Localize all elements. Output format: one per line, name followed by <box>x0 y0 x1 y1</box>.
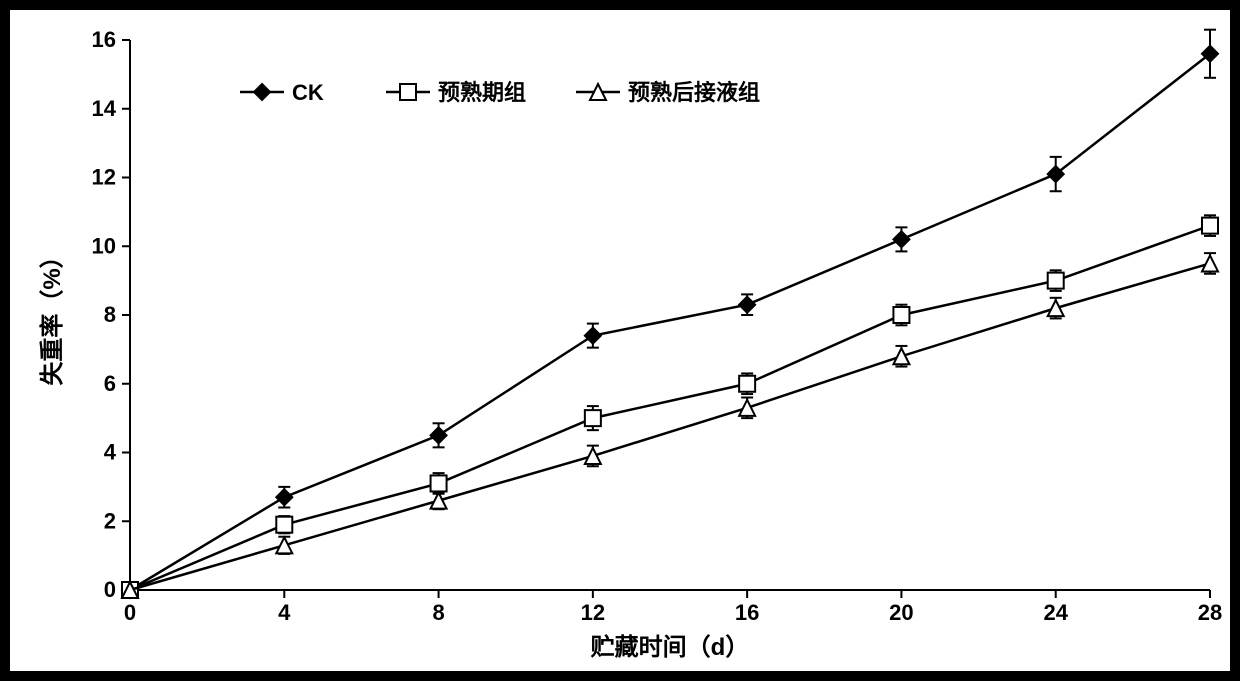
svg-text:20: 20 <box>889 600 913 625</box>
legend-label: 预熟期组 <box>438 80 526 105</box>
svg-text:4: 4 <box>278 600 291 625</box>
svg-text:16: 16 <box>92 27 116 52</box>
svg-text:28: 28 <box>1198 600 1222 625</box>
svg-text:14: 14 <box>92 96 117 121</box>
svg-text:0: 0 <box>124 600 136 625</box>
svg-text:0: 0 <box>104 577 116 602</box>
svg-text:8: 8 <box>432 600 444 625</box>
series-预熟后接液组 <box>130 263 1210 590</box>
legend-label: 预熟后接液组 <box>628 80 760 105</box>
y-axis-label: 失重率（%） <box>38 244 66 385</box>
svg-text:8: 8 <box>104 302 116 327</box>
x-axis-label: 贮藏时间（d） <box>590 634 750 661</box>
legend-label: CK <box>292 80 324 105</box>
svg-text:6: 6 <box>104 371 116 396</box>
svg-text:16: 16 <box>735 600 759 625</box>
svg-text:12: 12 <box>581 600 605 625</box>
svg-text:4: 4 <box>104 440 117 465</box>
chart-container: 02468101214160481216202428贮藏时间（d）失重率（%）C… <box>0 0 1240 681</box>
svg-text:10: 10 <box>92 233 116 258</box>
svg-text:24: 24 <box>1043 600 1068 625</box>
svg-text:12: 12 <box>92 165 116 190</box>
series-CK <box>130 54 1210 590</box>
line-chart: 02468101214160481216202428贮藏时间（d）失重率（%）C… <box>10 10 1230 671</box>
svg-text:2: 2 <box>104 508 116 533</box>
